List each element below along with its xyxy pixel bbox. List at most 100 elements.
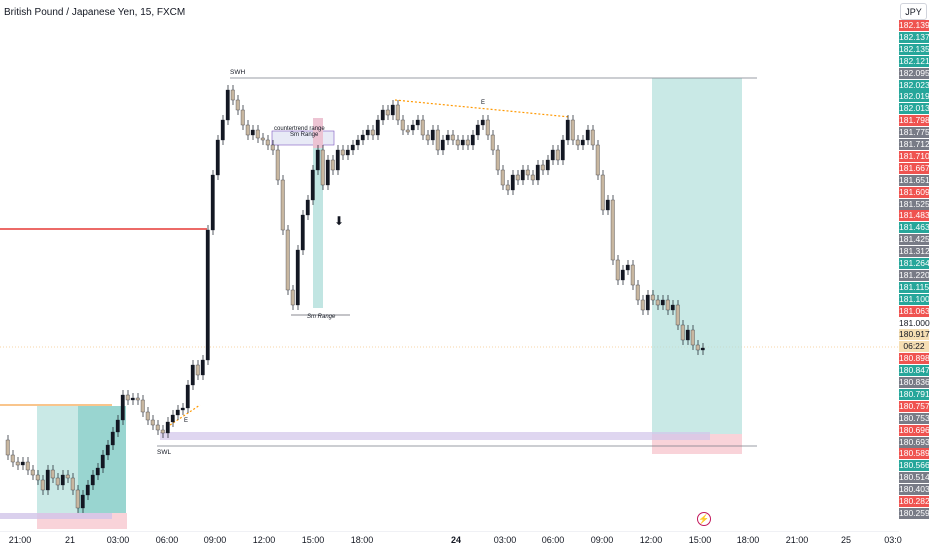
bear-candle: [40, 479, 45, 491]
bear-candle: [160, 429, 165, 434]
time-label: 24: [450, 535, 462, 545]
bear-candle: [235, 99, 240, 111]
bear-candle: [330, 159, 335, 171]
price-chart[interactable]: SWH SWL countertrend range Sm Range Sm R…: [0, 0, 899, 532]
bull-candle: [535, 164, 540, 181]
time-label: 06:00: [541, 535, 565, 545]
currency-unit-button[interactable]: JPY: [900, 3, 927, 20]
bull-candle: [445, 134, 450, 141]
time-label: 21: [64, 535, 76, 545]
bear-candle: [125, 394, 130, 401]
bull-candle: [95, 467, 100, 476]
price-label: 181.425: [899, 234, 930, 246]
bull-candle: [685, 329, 690, 341]
bull-candle: [335, 149, 340, 171]
bull-candle: [550, 149, 555, 161]
price-label: 181.264: [899, 258, 930, 269]
bull-candle: [165, 421, 170, 434]
down-arrow-icon: ⬇: [334, 214, 344, 228]
bull-candle: [365, 129, 370, 136]
bear-candle: [270, 144, 275, 151]
bear-candle: [230, 89, 235, 101]
bear-candle: [665, 299, 670, 311]
bull-candle: [565, 119, 570, 141]
bull-candle: [200, 359, 205, 376]
bull-candle: [305, 199, 310, 216]
bull-candle: [190, 364, 195, 386]
price-label: 181.220: [899, 269, 930, 281]
price-label: 182.095: [899, 67, 930, 79]
bear-candle: [635, 284, 640, 301]
bull-candle: [205, 229, 210, 361]
bull-candle: [580, 139, 585, 146]
bear-candle: [70, 477, 75, 491]
bull-candle: [410, 124, 415, 131]
bull-candle: [470, 134, 475, 146]
price-label: 180.757: [899, 400, 930, 412]
bull-candle: [460, 139, 465, 146]
bull-candle: [310, 169, 315, 201]
bear-candle: [260, 137, 265, 141]
bear-candle: [385, 109, 390, 116]
bear-candle: [245, 124, 250, 136]
bear-candle: [135, 397, 140, 401]
time-label: 21:00: [8, 535, 32, 545]
price-label: 180.898: [899, 353, 930, 365]
bull-candle: [115, 419, 120, 433]
left-purple-band: [0, 513, 112, 519]
bear-candle: [515, 174, 520, 181]
bear-candle: [370, 129, 375, 136]
bull-candle: [545, 159, 550, 171]
bull-candle: [625, 264, 630, 271]
time-label: 09:00: [590, 535, 614, 545]
bull-candle: [440, 139, 445, 151]
bull-candle: [510, 174, 515, 191]
bear-candle: [155, 424, 160, 431]
bull-candle: [380, 109, 385, 121]
e-label-top: E: [481, 100, 485, 106]
bear-candle: [600, 174, 605, 211]
bear-candle: [495, 149, 500, 171]
time-label: 09:00: [203, 535, 227, 545]
bear-candle: [465, 139, 470, 146]
price-label: 182.019: [899, 91, 930, 103]
bear-candle: [150, 419, 155, 426]
bear-candle: [420, 119, 425, 136]
bull-candle: [360, 134, 365, 141]
bear-candle: [690, 329, 695, 346]
bear-candle: [5, 439, 10, 456]
bear-candle: [485, 119, 490, 136]
bear-candle: [505, 184, 510, 191]
time-label: 15:00: [688, 535, 712, 545]
price-label: 181.000: [899, 317, 930, 328]
sm-range-column: [313, 118, 323, 308]
time-label: 18:00: [350, 535, 374, 545]
bear-candle: [55, 477, 60, 486]
bull-candle: [480, 119, 485, 126]
bear-candle: [595, 144, 600, 176]
bear-candle: [255, 129, 260, 139]
lightning-icon[interactable]: ⚡: [697, 512, 711, 526]
time-label: 06:00: [155, 535, 179, 545]
bull-candle: [130, 397, 135, 401]
bull-candle: [85, 484, 90, 496]
purple-zone: [160, 432, 710, 440]
price-label: 181.651: [899, 174, 930, 186]
bull-candle: [415, 119, 420, 126]
price-label: 182.135: [899, 43, 930, 55]
bear-candle: [25, 461, 30, 471]
bull-candle: [345, 149, 350, 156]
top-trendline: [394, 99, 571, 118]
sm-range-top-label: Sm Range: [290, 132, 319, 138]
bull-candle: [605, 199, 610, 211]
price-label: 180.589: [899, 448, 930, 460]
time-label: 03:0: [884, 535, 902, 545]
bull-candle: [560, 139, 565, 161]
bull-candle: [180, 407, 185, 411]
bull-candle: [210, 174, 215, 231]
price-label: 181.100: [899, 293, 930, 305]
bear-candle: [450, 134, 455, 141]
bear-candle: [590, 129, 595, 146]
bear-candle: [340, 149, 345, 156]
bear-candle: [640, 299, 645, 311]
